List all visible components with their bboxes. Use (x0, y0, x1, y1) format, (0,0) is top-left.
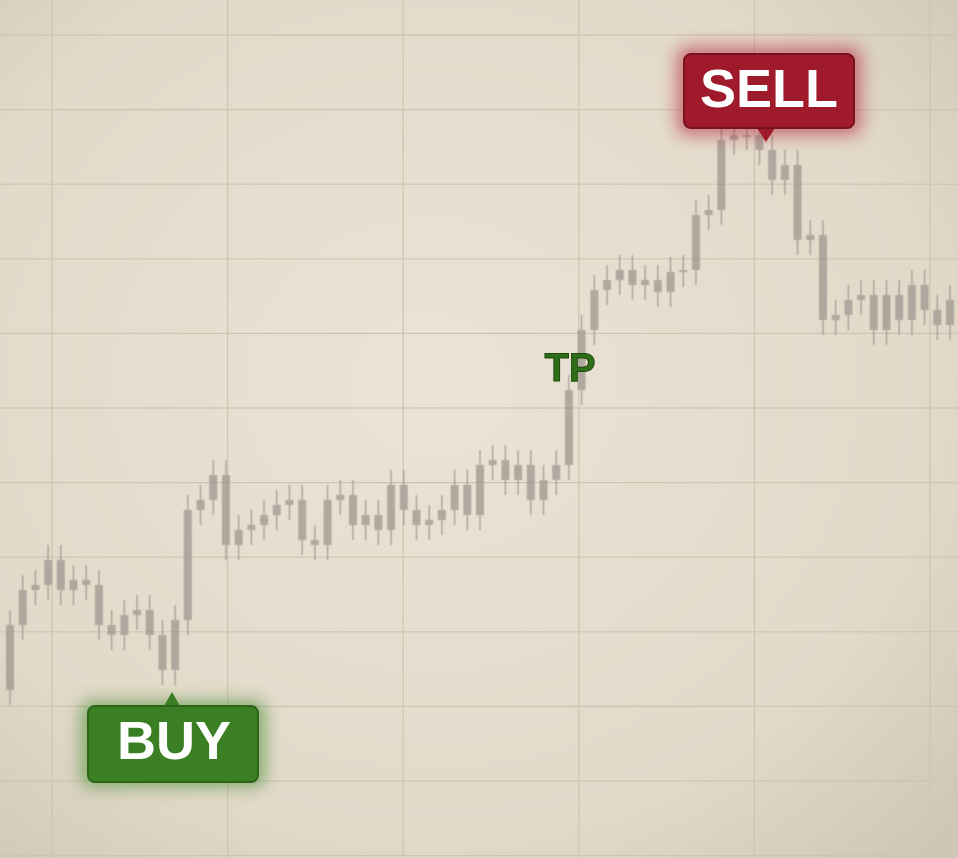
candle-body (18, 590, 27, 625)
tp-label: TP (544, 346, 595, 390)
candle-body (285, 500, 294, 505)
candle-body (907, 285, 916, 320)
candle-body (171, 620, 180, 670)
sell-badge: SELL (676, 46, 862, 142)
candle-body (933, 310, 942, 325)
candles (6, 120, 954, 705)
candle-body (717, 140, 726, 210)
candle-body (158, 635, 167, 670)
candle-body (641, 280, 650, 285)
candle-body (831, 315, 840, 320)
candle-body (780, 165, 789, 180)
candle-body (145, 610, 154, 635)
candle-body (133, 610, 142, 615)
candle-body (298, 500, 307, 540)
candle-body (564, 390, 573, 465)
candle-body (310, 540, 319, 545)
candle-body (361, 515, 370, 525)
candle-body (6, 625, 14, 690)
candle-body (82, 580, 91, 585)
candle-body (679, 270, 688, 272)
sell-label: SELL (700, 59, 838, 119)
candle-body (577, 330, 586, 390)
candle-body (552, 465, 561, 480)
candle-body (387, 485, 396, 530)
candle-body (869, 295, 878, 330)
candle-body (450, 485, 459, 510)
candle-body (946, 300, 954, 325)
candle-body (666, 272, 675, 292)
candle-body (412, 510, 421, 525)
candle-body (107, 625, 116, 635)
candle-body (730, 135, 739, 140)
candle-body (488, 460, 497, 465)
candle-body (539, 480, 548, 500)
candle-body (56, 560, 65, 590)
candle-body (603, 280, 612, 290)
candle-body (755, 135, 764, 150)
candle-body (704, 210, 713, 215)
candle-body (463, 485, 472, 515)
candle-body (691, 215, 700, 270)
candle-body (209, 475, 218, 500)
candle-body (44, 560, 53, 585)
candle-body (69, 580, 78, 590)
candle-body (526, 465, 535, 500)
candle-body (895, 295, 904, 320)
candle-body (234, 530, 243, 545)
candle-body (514, 465, 523, 480)
candle-body (628, 270, 637, 285)
candle-body (31, 585, 40, 590)
candle-body (374, 515, 383, 530)
candle-body (196, 500, 205, 510)
candle-body (653, 280, 662, 292)
candle-body (323, 500, 332, 545)
candle-body (793, 165, 802, 240)
candle-body (94, 585, 103, 625)
candle-body (501, 460, 510, 480)
candle-body (260, 515, 269, 525)
candle-body (120, 615, 129, 635)
candle-body (882, 295, 891, 330)
candle-body (425, 520, 434, 525)
candle-body (844, 300, 853, 315)
buy-badge: BUY (80, 692, 266, 788)
candle-body (183, 510, 192, 620)
candle-body (615, 270, 624, 280)
candle-body (272, 505, 281, 515)
candle-body (857, 295, 866, 300)
candle-body (768, 150, 777, 180)
candle-body (818, 235, 827, 320)
candle-body (348, 495, 357, 525)
candle-body (336, 495, 345, 500)
candle-body (399, 485, 408, 510)
candle-body (476, 465, 484, 515)
buy-label: BUY (117, 711, 231, 771)
candle-body (806, 235, 815, 240)
candle-body (247, 525, 256, 530)
candle-body (221, 475, 230, 545)
candle-body (920, 285, 929, 310)
candle-body (590, 290, 599, 330)
candle-body (437, 510, 446, 520)
